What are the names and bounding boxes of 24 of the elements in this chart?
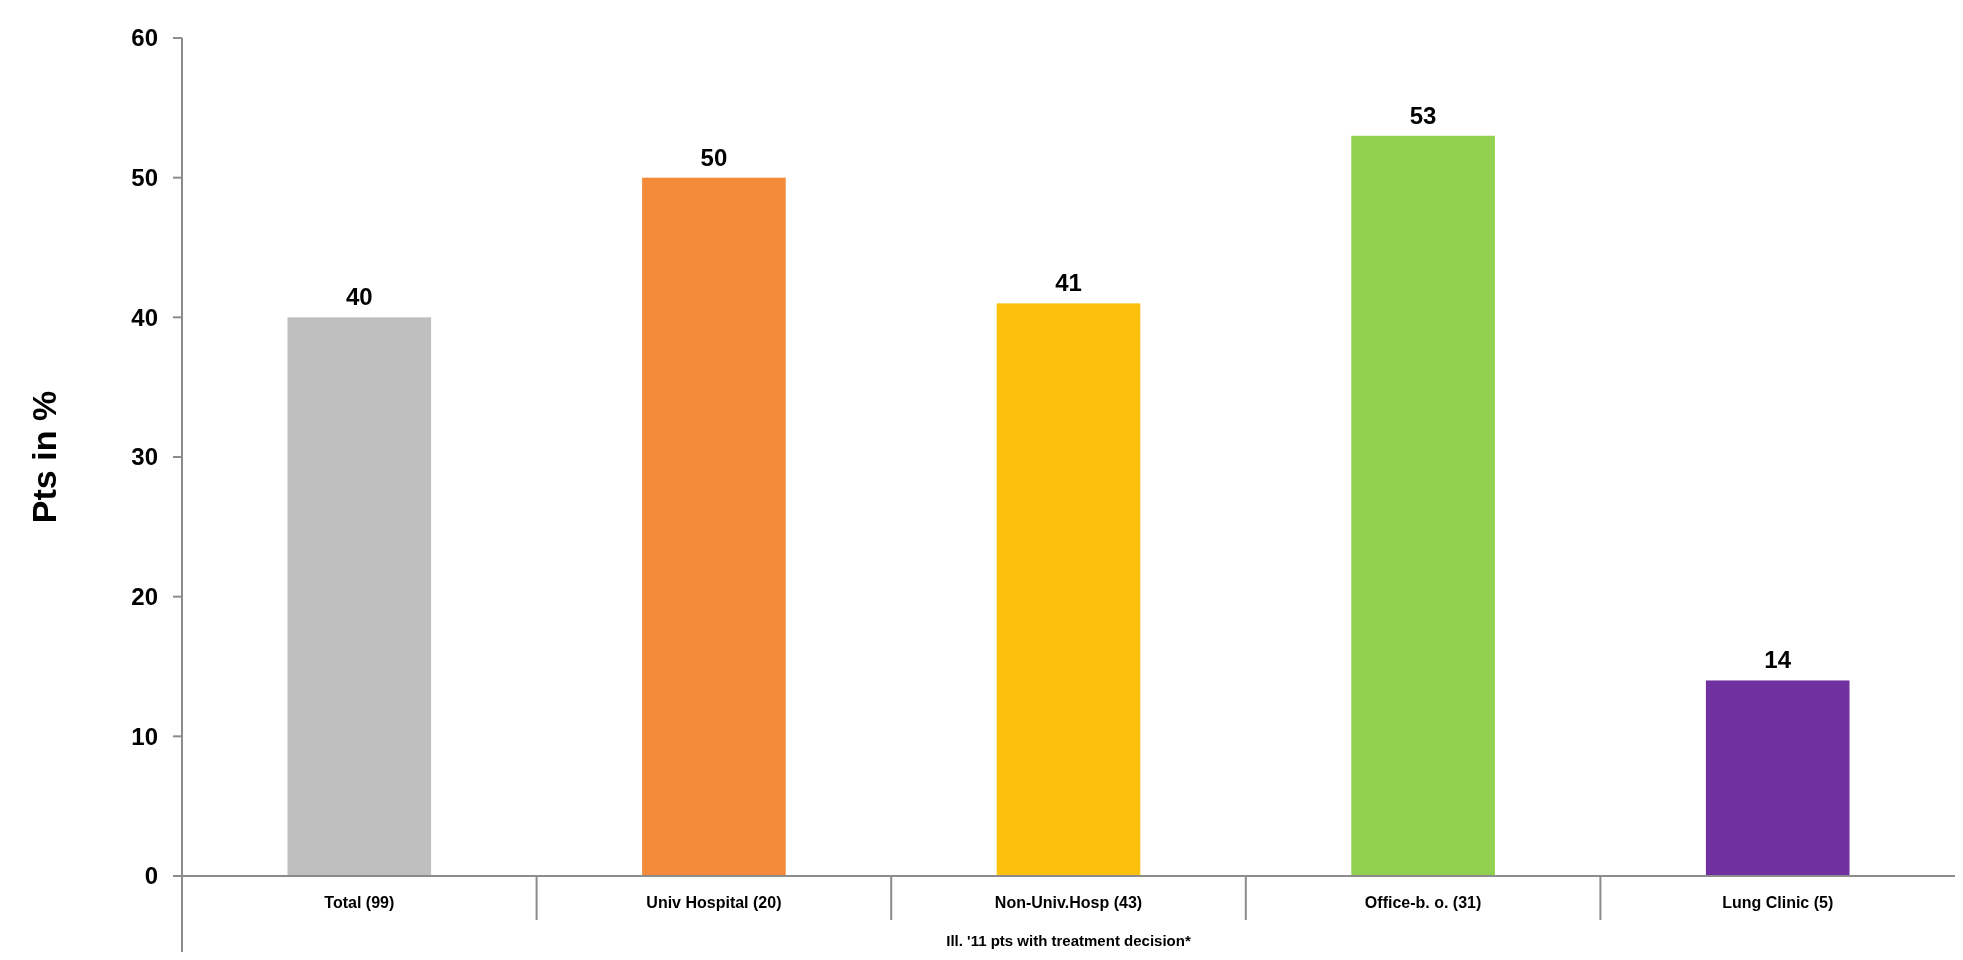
data-label: 40 xyxy=(345,283,373,311)
y-tick-label: 20 xyxy=(131,583,158,611)
y-tick-label: 40 xyxy=(131,303,158,331)
y-tick-label: 30 xyxy=(131,443,158,471)
data-label: 14 xyxy=(1764,646,1792,674)
x-axis-title: Ill. '11 pts with treatment decision* xyxy=(946,932,1191,949)
data-label: 50 xyxy=(700,143,728,171)
bar xyxy=(1351,135,1495,876)
bar xyxy=(642,177,786,876)
data-label: 53 xyxy=(1409,101,1437,129)
bar xyxy=(996,303,1141,876)
bar xyxy=(1705,680,1850,876)
x-tick-label: Total (99) xyxy=(324,894,395,911)
y-axis-title: Pts in % xyxy=(25,390,63,524)
x-tick-label: Lung Clinic (5) xyxy=(1722,894,1834,911)
x-tick-label: Office-b. o. (31) xyxy=(1364,894,1482,911)
bar xyxy=(287,317,432,876)
x-tick-label: Non-Univ.Hosp (43) xyxy=(994,894,1143,911)
y-tick-label: 0 xyxy=(144,862,158,890)
x-tick-label: Univ Hospital (20) xyxy=(646,894,782,911)
data-label: 41 xyxy=(1055,269,1082,297)
y-tick-label: 50 xyxy=(131,164,158,192)
y-tick-label: 60 xyxy=(131,24,158,52)
y-tick-label: 10 xyxy=(131,722,158,750)
